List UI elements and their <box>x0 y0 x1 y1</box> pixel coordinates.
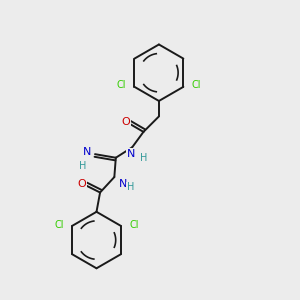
Text: Cl: Cl <box>117 80 126 90</box>
Text: N: N <box>119 178 127 188</box>
Text: H: H <box>140 153 147 163</box>
Text: O: O <box>77 178 86 189</box>
Text: N: N <box>127 149 135 159</box>
Text: Cl: Cl <box>192 80 201 90</box>
Text: H: H <box>127 182 134 192</box>
Text: Cl: Cl <box>54 220 64 230</box>
Text: Cl: Cl <box>129 220 139 230</box>
Text: H: H <box>79 161 87 171</box>
Text: N: N <box>83 147 92 157</box>
Text: O: O <box>121 117 130 127</box>
